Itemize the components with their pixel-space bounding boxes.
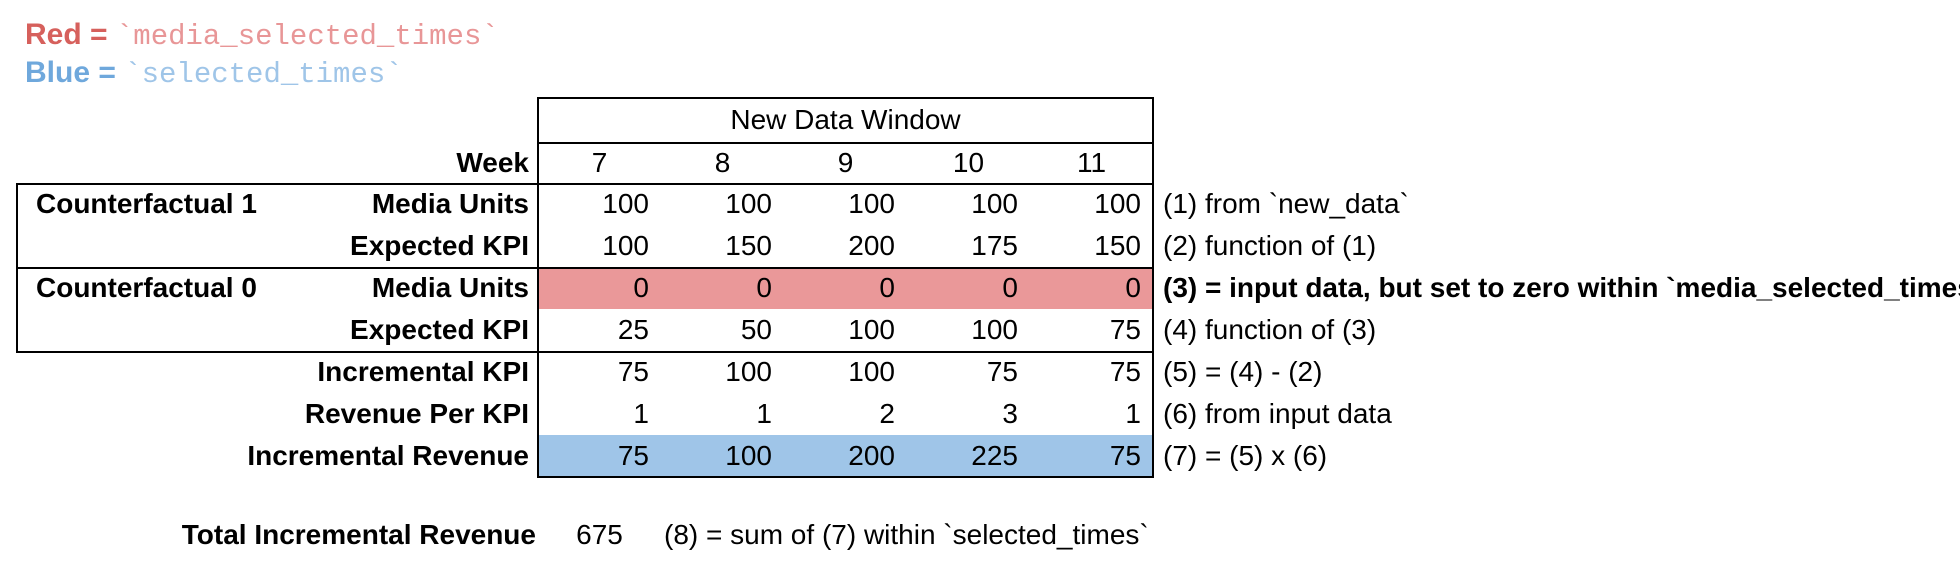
table-cell: 150 [1094,230,1141,261]
annotation-6: (6) from input data [1163,398,1392,429]
table-cell: 75 [617,440,649,471]
week-col-header: 7 [591,147,608,178]
group-label-counterfactual-1: Counterfactual 1 [36,188,257,219]
annotation-5: (5) = (4) - (2) [1163,356,1323,387]
row-label: Expected KPI [350,230,529,261]
week-col-header: 8 [714,147,731,178]
annotation-7: (7) = (5) x (6) [1163,440,1328,471]
table-cell: 1 [756,398,772,429]
legend-blue-label: Blue [25,56,91,89]
week-col-header: 9 [837,147,854,178]
table-cell: 100 [602,230,649,261]
row-label: Revenue Per KPI [304,398,529,429]
media-selected-times-highlight [539,269,1152,309]
counterfactual-label-box [16,183,539,353]
legend-blue-equals: = [90,56,125,89]
total-label: Total Incremental Revenue [181,519,536,550]
legend-red-equals: = [81,18,116,51]
table-cell: 100 [725,440,772,471]
row-label: Incremental Revenue [247,440,529,471]
row-label: Media Units [371,188,529,219]
table-cell: 75 [1109,356,1141,387]
row-label: Expected KPI [350,314,529,345]
row-label: Incremental KPI [317,356,529,387]
annotation-2: (2) function of (1) [1163,230,1377,261]
table-cell: 75 [1109,440,1141,471]
week-divider-line [537,183,1154,185]
week-row-label: Week [456,147,529,178]
table-cell: 3 [1002,398,1018,429]
table-cell: 0 [879,272,895,303]
table-cell: 150 [725,230,772,261]
table-cell: 100 [971,314,1018,345]
header-divider-line [537,142,1154,144]
table-cell: 75 [617,356,649,387]
table-cell: 100 [848,188,895,219]
table-cell: 100 [848,356,895,387]
table-cell: 50 [740,314,772,345]
week-col-header: 11 [1076,147,1107,178]
legend-red-line: Red = `media_selected_times` [25,16,499,54]
legend-red-label: Red [25,18,82,51]
week-col-header: 10 [952,147,985,178]
cf1-cf0-divider-line [537,267,1154,269]
table-cell: 100 [602,188,649,219]
table-cell: 0 [1125,272,1141,303]
table-cell: 0 [633,272,649,303]
group-label-counterfactual-0: Counterfactual 0 [36,272,257,303]
table-cell: 100 [848,314,895,345]
table-cell: 0 [1002,272,1018,303]
table-cell: 0 [756,272,772,303]
table-cell: 225 [971,440,1018,471]
table-cell: 2 [879,398,895,429]
table-cell: 100 [725,356,772,387]
table-cell: 75 [1109,314,1141,345]
table-cell: 1 [633,398,649,429]
selected-times-highlight [539,435,1152,476]
table-cell: 25 [617,314,649,345]
table-cell: 100 [1094,188,1141,219]
table-cell: 200 [848,230,895,261]
table-cell: 75 [986,356,1018,387]
counterfactual-box-divider [16,267,539,269]
annotation-1: (1) from `new_data` [1163,188,1409,219]
annotation-4: (4) function of (3) [1163,314,1377,345]
table-header-title: New Data Window [730,104,961,135]
annotation-8: (8) = sum of (7) within `selected_times` [664,519,1149,550]
cf0-bottom-line [537,351,1154,353]
legend-blue-code: `selected_times` [124,58,403,91]
table-cell: 175 [971,230,1018,261]
table-cell: 100 [971,188,1018,219]
legend-red-code: `media_selected_times` [115,20,499,53]
table-cell: 100 [725,188,772,219]
annotation-3: (3) = input data, but set to zero within… [1163,272,1960,303]
legend-blue-line: Blue = `selected_times` [25,54,403,92]
total-value: 675 [576,519,623,550]
table-cell: 1 [1125,398,1141,429]
table-cell: 200 [848,440,895,471]
row-label: Media Units [371,272,529,303]
